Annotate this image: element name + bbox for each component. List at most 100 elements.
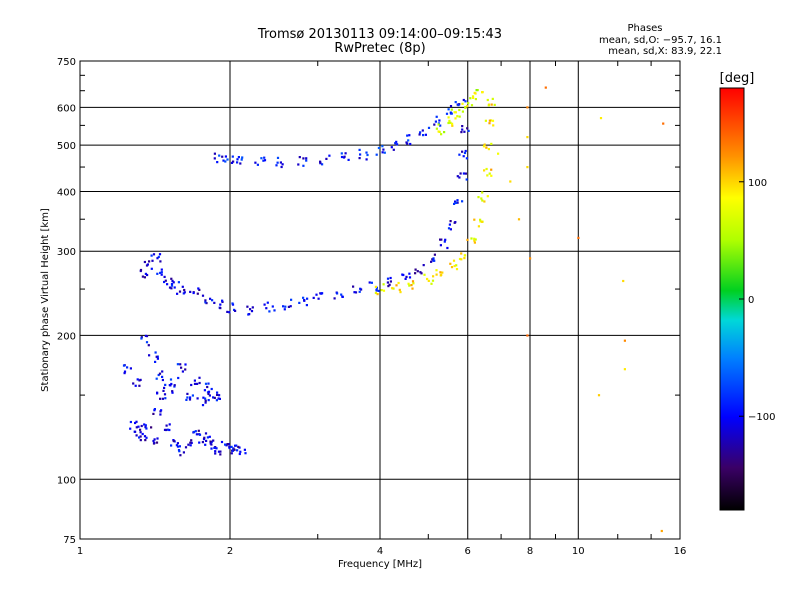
data-point — [230, 161, 234, 164]
data-point — [453, 202, 456, 205]
data-point — [188, 398, 192, 401]
data-point — [226, 158, 229, 161]
data-point — [189, 444, 192, 447]
data-point — [474, 92, 477, 95]
data-point — [491, 97, 494, 100]
data-point — [161, 378, 164, 382]
data-point — [490, 103, 493, 106]
data-point — [377, 289, 380, 292]
data-point — [153, 438, 156, 441]
data-point — [225, 444, 228, 447]
data-point — [231, 302, 234, 305]
data-point — [479, 220, 482, 223]
data-point — [438, 119, 441, 122]
data-point — [426, 277, 429, 281]
data-point — [449, 105, 453, 108]
data-point — [150, 254, 153, 257]
data-point — [456, 175, 459, 178]
data-point — [135, 434, 138, 437]
data-point — [488, 122, 491, 125]
data-points — [122, 86, 665, 533]
data-point — [461, 200, 464, 203]
data-point — [422, 134, 425, 137]
data-point — [138, 379, 141, 382]
y-axis-ticks: 75 100 200 300 400 500 600 750 — [57, 57, 680, 546]
data-point — [196, 382, 199, 385]
data-point — [305, 304, 308, 307]
data-point — [449, 121, 452, 124]
data-point — [190, 441, 193, 444]
data-point — [405, 275, 408, 278]
y-tick-label: 500 — [57, 141, 76, 152]
data-point — [374, 285, 377, 288]
colorbar-ticks: 100 0 −100 — [739, 178, 775, 423]
data-point — [470, 104, 474, 107]
data-point — [343, 155, 346, 158]
data-point — [458, 153, 461, 156]
data-point — [408, 276, 412, 279]
data-point — [222, 159, 225, 162]
data-point — [490, 168, 493, 171]
data-point — [458, 115, 461, 118]
data-point — [409, 142, 412, 146]
data-point — [212, 396, 215, 399]
data-point — [177, 281, 180, 284]
y-tick-label: 100 — [57, 475, 76, 486]
data-point — [163, 386, 166, 389]
data-point — [145, 436, 148, 439]
data-point — [123, 370, 127, 373]
data-point — [281, 163, 284, 166]
data-point — [219, 453, 222, 456]
data-point — [171, 390, 174, 393]
data-point — [359, 153, 362, 156]
data-point — [148, 260, 151, 263]
data-point — [218, 154, 221, 157]
data-point — [432, 275, 435, 278]
data-point — [160, 273, 163, 276]
data-point — [156, 391, 159, 394]
data-point — [455, 268, 459, 271]
data-point — [232, 448, 235, 451]
data-point — [461, 102, 464, 105]
data-point — [212, 439, 215, 442]
data-point — [213, 157, 216, 160]
data-point — [287, 305, 290, 308]
data-point — [462, 172, 465, 175]
data-point — [169, 384, 172, 387]
data-point — [218, 397, 221, 400]
data-point — [509, 180, 512, 183]
data-point — [140, 337, 143, 340]
data-point — [129, 427, 132, 430]
data-point — [214, 452, 217, 455]
data-point — [375, 289, 378, 292]
data-point — [196, 397, 199, 400]
data-point — [139, 435, 142, 438]
data-point — [412, 282, 415, 285]
data-point — [138, 436, 141, 439]
data-point — [466, 127, 469, 130]
data-point — [198, 433, 202, 436]
data-point — [145, 341, 149, 344]
data-point — [464, 149, 467, 153]
data-point — [449, 228, 452, 231]
data-point — [156, 272, 159, 275]
data-point — [457, 104, 460, 107]
data-point — [134, 421, 137, 425]
data-point — [347, 158, 350, 161]
data-point — [480, 220, 484, 223]
data-point — [419, 131, 422, 134]
data-point — [435, 273, 438, 276]
data-point — [224, 160, 227, 163]
colorbar-tick-label: 0 — [748, 295, 754, 306]
data-point — [230, 452, 233, 455]
data-point — [170, 287, 173, 290]
data-point — [240, 158, 243, 161]
data-point — [276, 156, 280, 159]
data-point — [239, 450, 242, 453]
stats-line-o: mean, sd,O: −95.7, 16.1 — [599, 35, 722, 46]
data-point — [204, 432, 208, 435]
data-point — [398, 288, 401, 291]
stats-title: Phases — [627, 23, 662, 34]
data-point — [404, 277, 407, 280]
data-point — [238, 446, 241, 449]
